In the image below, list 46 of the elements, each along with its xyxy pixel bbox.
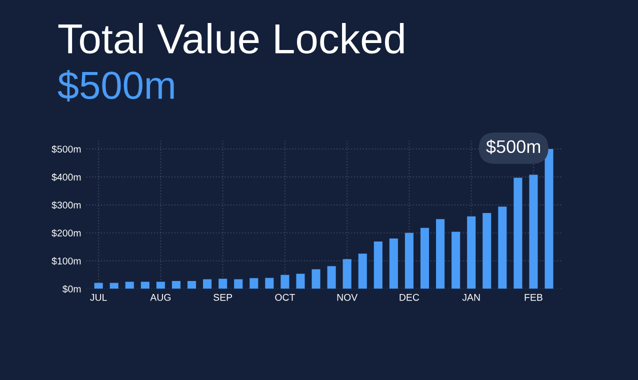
x-tick-label: DEC [400, 294, 420, 301]
bar [544, 148, 554, 289]
y-tick-label: $500m [52, 145, 81, 154]
bar [250, 278, 258, 289]
bar [280, 274, 290, 289]
bar [234, 279, 243, 289]
bar [125, 282, 134, 289]
y-tick-label: $100m [52, 257, 81, 266]
x-tick-label: OCT [275, 294, 295, 301]
bar [529, 174, 538, 289]
annotation: $500m [486, 140, 540, 154]
x-tick-label: AUG [150, 294, 170, 301]
x-tick-label: JUL [90, 294, 107, 301]
bar [342, 259, 352, 289]
y-tick-label: $400m [52, 173, 81, 182]
bar [467, 216, 476, 289]
bar [514, 178, 522, 289]
bar [296, 274, 305, 289]
bar [156, 282, 165, 289]
bar [498, 206, 507, 289]
x-tick-label: JAN [462, 294, 480, 301]
bar [187, 280, 196, 289]
y-tick-label: $300m [52, 201, 81, 210]
bar [374, 242, 382, 289]
bar [218, 278, 228, 289]
bar [203, 279, 212, 289]
bar [482, 213, 492, 289]
bar [404, 232, 414, 289]
bar [452, 232, 460, 289]
bar [436, 219, 445, 289]
bar [94, 282, 103, 289]
bar [327, 266, 336, 289]
bar [420, 228, 430, 289]
bar [265, 278, 274, 289]
x-tick-label: FEB [524, 294, 542, 301]
bar [358, 254, 367, 289]
chart-title: Total Value Locked [58, 23, 404, 54]
y-tick-label: $200m [52, 229, 81, 238]
bar [110, 282, 118, 289]
x-tick-label: NOV [337, 294, 358, 301]
bar [312, 269, 320, 289]
bar [140, 282, 150, 289]
x-tick-label: SEP [214, 294, 232, 301]
y-tick-label: $0m [62, 285, 81, 293]
bar [389, 238, 398, 289]
bar [172, 280, 180, 289]
